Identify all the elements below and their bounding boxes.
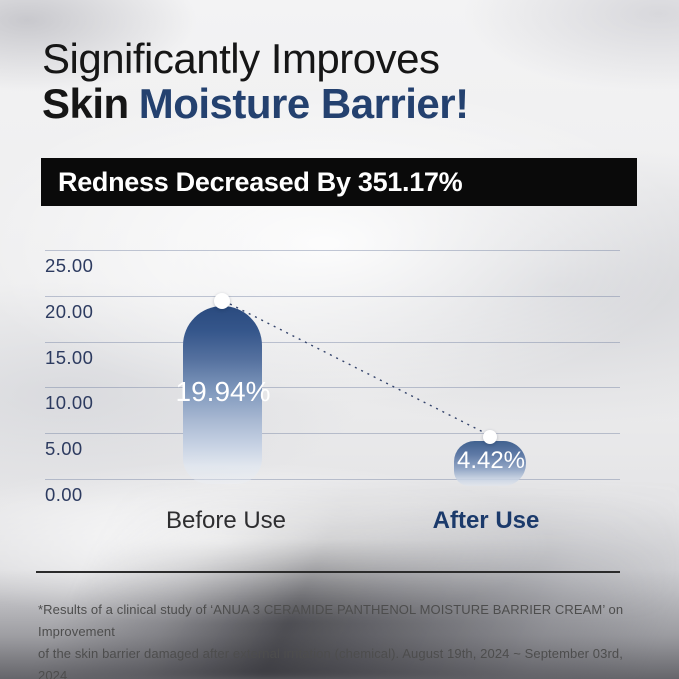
gridline-5	[45, 433, 620, 434]
gridline-15	[45, 342, 620, 343]
bar-before-use	[183, 306, 262, 484]
y-tick-label: 15.00	[45, 347, 94, 368]
y-tick-label: 20.00	[45, 301, 94, 322]
footnote-line-2: of the skin barrier damaged after extern…	[38, 646, 623, 679]
y-tick-label: 0.00	[45, 484, 83, 505]
footer-divider	[36, 571, 620, 573]
title-line2-black: Skin	[42, 80, 129, 127]
background-bottom-shade	[0, 569, 679, 679]
y-tick-label: 5.00	[45, 438, 83, 459]
title-line-2: Skin Moisture Barrier!	[42, 81, 469, 126]
gridline-0	[45, 479, 620, 480]
value-label-before: 19.94%	[175, 376, 271, 407]
y-tick-label: 25.00	[45, 255, 94, 276]
x-label-before-use: Before Use	[165, 507, 287, 534]
bar-after-use	[454, 441, 526, 486]
x-label-after-use: After Use	[432, 507, 540, 534]
clinical-study-footnote: *Results of a clinical study of ‘ANUA 3 …	[38, 599, 638, 679]
title-line2-highlight: Moisture Barrier!	[138, 80, 469, 127]
footnote-line-1: *Results of a clinical study of ‘ANUA 3 …	[38, 602, 624, 639]
value-label-after: 4.42%	[456, 447, 526, 474]
gridline-25	[45, 250, 620, 251]
gridline-20	[45, 296, 620, 297]
data-point-dot-after	[483, 430, 497, 444]
y-tick-label: 10.00	[45, 392, 94, 413]
page-title: Significantly Improves Skin Moisture Barr…	[42, 36, 469, 126]
stat-banner: Redness Decreased By 351.17%	[41, 158, 637, 206]
title-line-1: Significantly Improves	[42, 35, 440, 82]
stat-banner-text: Redness Decreased By 351.17%	[58, 166, 463, 197]
gridline-10	[45, 387, 620, 388]
data-point-dot-before	[214, 293, 230, 309]
